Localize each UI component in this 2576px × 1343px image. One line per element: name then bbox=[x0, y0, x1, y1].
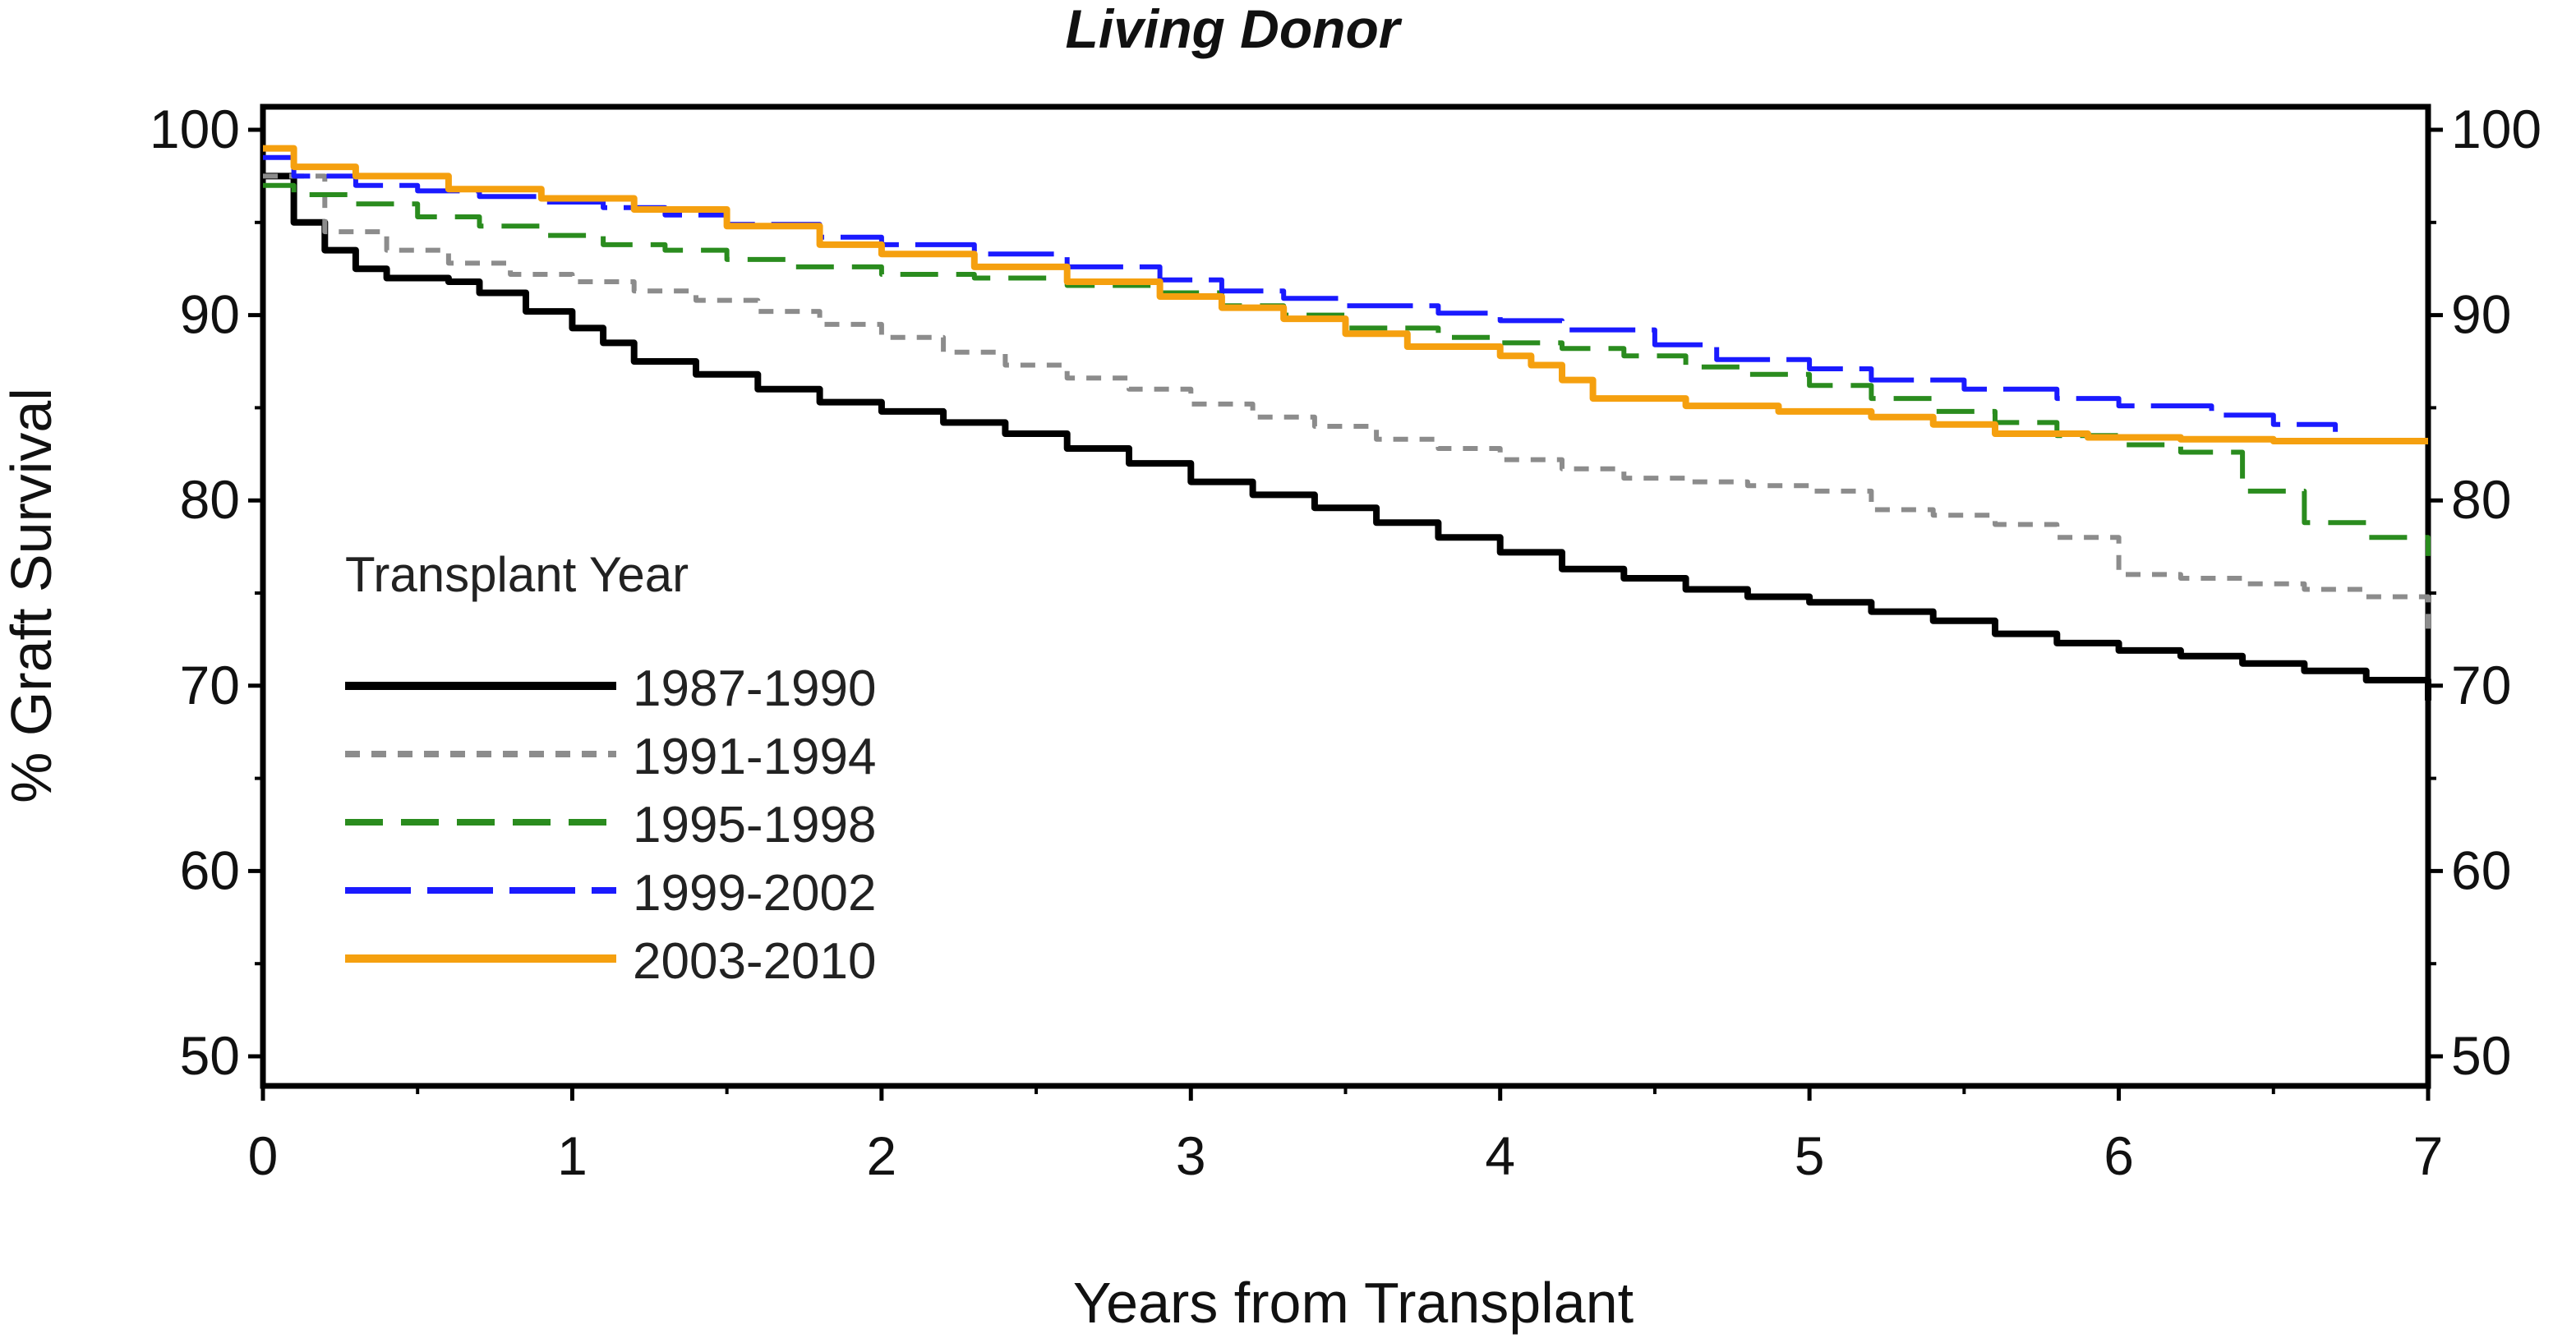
legend-title: Transplant Year bbox=[345, 547, 689, 602]
legend-entries: 1987-1990 1991-1994 1995-1998 1999-2002 2003… bbox=[345, 660, 877, 990]
y-tick-label-left-3: 80 bbox=[180, 469, 240, 530]
legend-label-0: 1987-1990 bbox=[633, 660, 877, 717]
legend-label-3: 1999-2002 bbox=[633, 865, 877, 922]
x-tick-label-2: 2 bbox=[866, 1125, 896, 1186]
legend-label-1: 1991-1994 bbox=[633, 729, 877, 785]
x-axis-label: Years from Transplant bbox=[1073, 1271, 1634, 1335]
series-line-1987-1990 bbox=[263, 172, 2431, 701]
x-tick-label-0: 0 bbox=[248, 1125, 279, 1186]
legend: Transplant Year 1987-1990 1991-1994 1995-1… bbox=[345, 547, 877, 990]
series-line-1999-2002 bbox=[263, 154, 2339, 432]
legend-label-2: 1995-1998 bbox=[633, 797, 877, 853]
y-tick-label-right-5: 100 bbox=[2451, 99, 2541, 159]
legend-label-4: 2003-2010 bbox=[633, 933, 877, 990]
x-tick-label-3: 3 bbox=[1176, 1125, 1206, 1186]
y-tick-label-left-1: 60 bbox=[180, 839, 240, 900]
y-axis-label: % Graft Survival bbox=[0, 388, 63, 803]
series-line-1995-1998 bbox=[263, 182, 2431, 556]
x-tick-label-1: 1 bbox=[557, 1125, 588, 1186]
x-tick-label-5: 5 bbox=[1795, 1125, 1825, 1186]
chart-title: Living Donor bbox=[1066, 0, 1403, 59]
y-tick-label-right-0: 50 bbox=[2451, 1025, 2511, 1086]
series-line-2003-2010 bbox=[263, 145, 2428, 444]
y-tick-label-left-2: 70 bbox=[180, 655, 240, 715]
y-tick-label-right-3: 80 bbox=[2451, 469, 2511, 530]
y-tick-label-right-2: 70 bbox=[2451, 655, 2511, 715]
y-ticks-group: 50 50 60 60 70 70 80 80 90 90 100 100 bbox=[150, 99, 2541, 1086]
x-tick-label-7: 7 bbox=[2413, 1125, 2444, 1186]
y-tick-label-right-1: 60 bbox=[2451, 839, 2511, 900]
y-tick-label-left-4: 90 bbox=[180, 284, 240, 345]
x-ticks-group: 0 1 2 3 4 5 6 7 bbox=[248, 1086, 2444, 1186]
y-tick-label-left-0: 50 bbox=[180, 1025, 240, 1086]
series-line-1991-1994 bbox=[263, 173, 2431, 631]
x-tick-label-4: 4 bbox=[1485, 1125, 1515, 1186]
x-tick-label-6: 6 bbox=[2104, 1125, 2134, 1186]
y-tick-label-right-4: 90 bbox=[2451, 284, 2511, 345]
y-tick-label-left-5: 100 bbox=[150, 99, 240, 159]
series-group bbox=[263, 145, 2431, 701]
